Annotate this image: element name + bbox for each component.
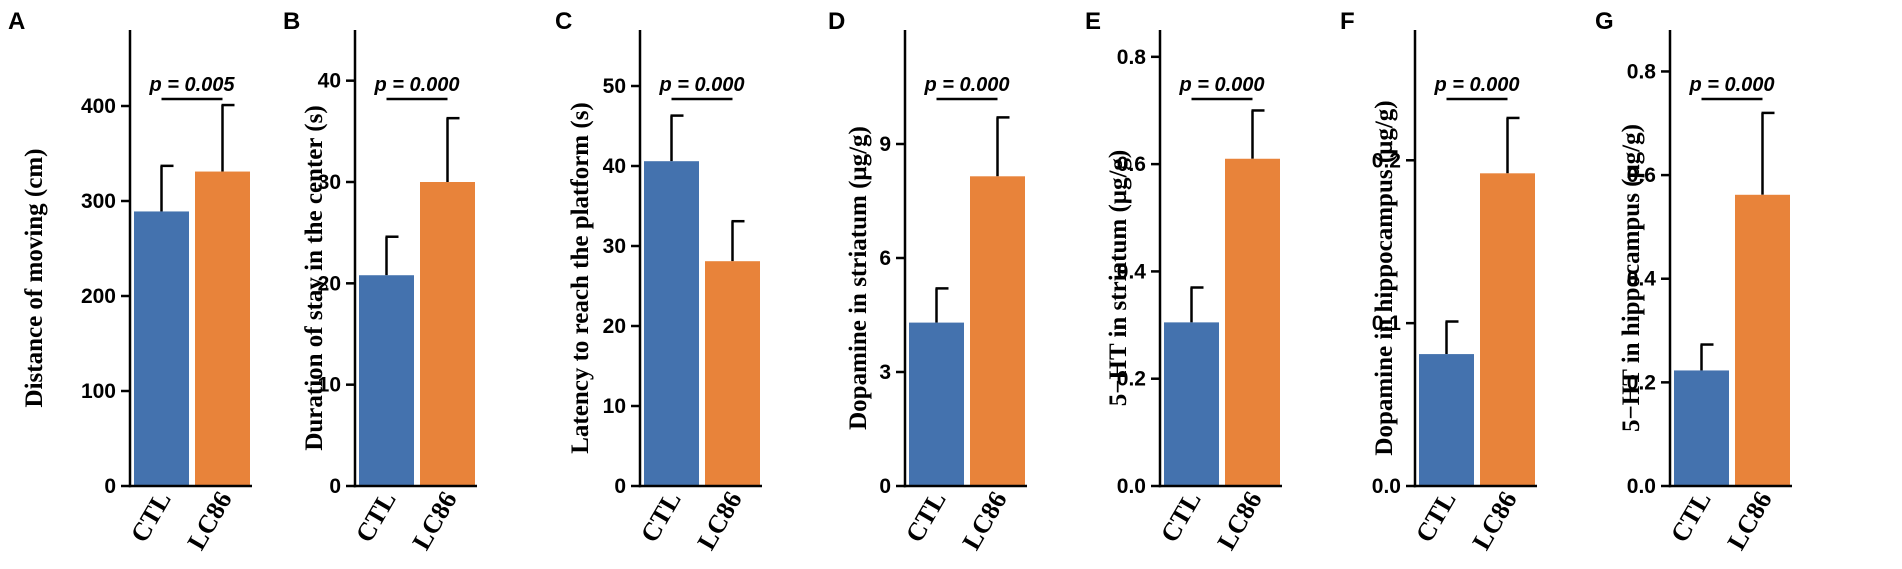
bar-ctl [1164,322,1219,486]
chart-panel-g: G 0.0 0.2 0.4 0.6 0.8 5−HT in hippocampus (μg/… [1595,8,1792,555]
y-tick-label: 0.0 [1627,475,1656,498]
panel-letter: A [8,8,25,35]
category-label: LC86 [1722,487,1778,555]
category-label: CTL [900,487,952,548]
panel-letter: D [828,8,845,35]
y-tick-label: 0.4 [1627,268,1657,291]
y-tick-label: 40 [603,155,626,178]
bar-ctl [134,211,189,486]
p-value-label: p = 0.000 [1688,74,1774,96]
category-label: LC86 [692,487,748,555]
bar-lc86 [420,182,475,486]
bar-ctl [359,275,414,486]
y-tick-label: 40 [318,70,341,93]
y-axis-label: Dopamine in striatum (μg/g) [845,126,872,430]
y-tick-label: 9 [879,133,891,156]
bar-lc86 [705,261,760,486]
bar-ctl [1674,370,1729,486]
y-tick-label: 0.2 [1627,371,1656,394]
y-tick-label: 0.8 [1627,60,1657,83]
category-label: CTL [1155,487,1207,548]
chart-panel-e: E 0.0 0.2 0.4 0.6 0.8 5−HT in striatum (μg/g) C… [1085,8,1282,555]
category-label: LC86 [1467,487,1523,555]
y-tick-label: 0.0 [1372,475,1401,498]
category-label: LC86 [407,487,463,555]
p-value-label: p = 0.000 [1433,74,1519,96]
y-tick-label: 200 [81,285,116,308]
y-tick-label: 0 [329,475,341,498]
y-axis-label: Duration of stay in the center (s) [301,105,328,450]
p-value-label: p = 0.000 [658,74,744,96]
bar-ctl [909,322,964,486]
bar-ctl [1419,354,1474,486]
bar-lc86 [970,176,1025,487]
y-tick-label: 10 [318,374,341,397]
category-label: LC86 [957,487,1013,555]
category-label: LC86 [182,487,238,555]
bar-lc86 [1480,173,1535,487]
y-tick-label: 0.6 [1117,153,1146,176]
bar-ctl [644,161,699,486]
bar-lc86 [1225,158,1280,487]
category-label: CTL [635,487,687,548]
y-tick-label: 0 [879,475,891,498]
y-tick-label: 400 [81,95,116,118]
chart-panel-a: A 0 100 200 300 400 Distance of moving (cm) CTL… [8,8,252,555]
y-axis-label: 5−HT in striatum (μg/g) [1105,150,1132,406]
y-axis-label: Latency to reach the platform (s) [567,102,594,454]
panel-letter: G [1595,8,1614,35]
y-tick-label: 3 [879,361,891,384]
p-value-label: p = 0.000 [923,74,1009,96]
y-tick-label: 0.6 [1627,164,1656,187]
p-value-label: p = 0.000 [1178,74,1264,96]
category-label: CTL [1410,487,1462,548]
y-tick-label: 300 [81,190,116,213]
y-tick-label: 0.4 [1117,260,1147,283]
bar-lc86 [195,171,250,487]
y-tick-label: 0.2 [1372,149,1401,172]
y-tick-label: 0.2 [1117,368,1146,391]
y-tick-label: 0.0 [1117,475,1146,498]
panel-letter: E [1085,8,1101,35]
y-axis-label: Distance of moving (cm) [21,149,48,408]
y-tick-label: 50 [603,75,626,98]
panel-letter: B [283,8,300,35]
category-label: LC86 [1212,487,1268,555]
y-tick-label: 10 [603,395,626,418]
y-tick-label: 20 [318,272,341,295]
bar-lc86 [1735,194,1790,487]
y-axis-label: 5−HT in hippocampus (μg/g) [1618,124,1645,432]
y-tick-label: 0.1 [1372,312,1402,335]
y-tick-label: 6 [879,247,891,270]
panel-letter: C [555,8,572,35]
chart-panel-b: B 0 10 20 30 40 Duration of stay in the center… [283,8,477,555]
y-tick-label: 20 [603,315,626,338]
category-label: CTL [1665,487,1717,548]
chart-panel-d: D 0 3 6 9 Dopamine in striatum (μg/g) CTL LC86 p… [828,8,1027,555]
y-tick-label: 30 [318,171,341,194]
category-label: CTL [125,487,177,548]
y-tick-label: 0 [104,475,116,498]
category-label: CTL [350,487,402,548]
y-tick-label: 0 [614,475,626,498]
y-axis-label: Dopamine in hippocampus (μg/g) [1371,100,1398,455]
y-tick-label: 0.8 [1117,46,1147,69]
p-value-label: p = 0.000 [373,74,459,96]
chart-panel-c: C 0 10 20 30 40 50 Latency to reach the platfor… [555,8,762,555]
panel-letter: F [1340,8,1355,35]
y-tick-label: 100 [81,380,116,403]
y-tick-label: 30 [603,235,626,258]
p-value-label: p = 0.005 [148,74,235,96]
